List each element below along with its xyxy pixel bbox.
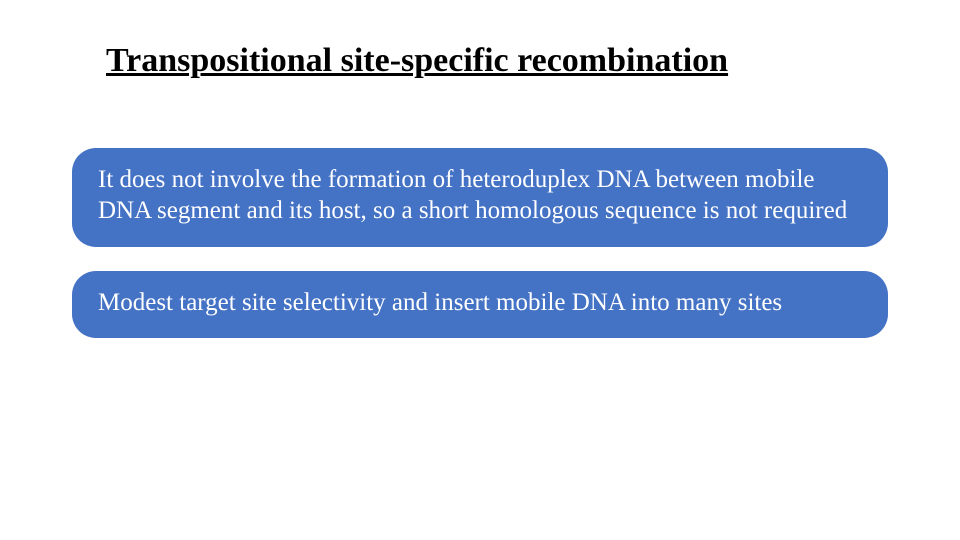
point-box-2: Modest target site selectivity and inser… — [72, 271, 888, 338]
point-text-1: It does not involve the formation of het… — [98, 164, 862, 227]
point-text-2: Modest target site selectivity and inser… — [98, 287, 862, 318]
slide-container: Transpositional site-specific recombinat… — [0, 0, 960, 540]
slide-title: Transpositional site-specific recombinat… — [106, 42, 888, 80]
point-box-1: It does not involve the formation of het… — [72, 148, 888, 247]
